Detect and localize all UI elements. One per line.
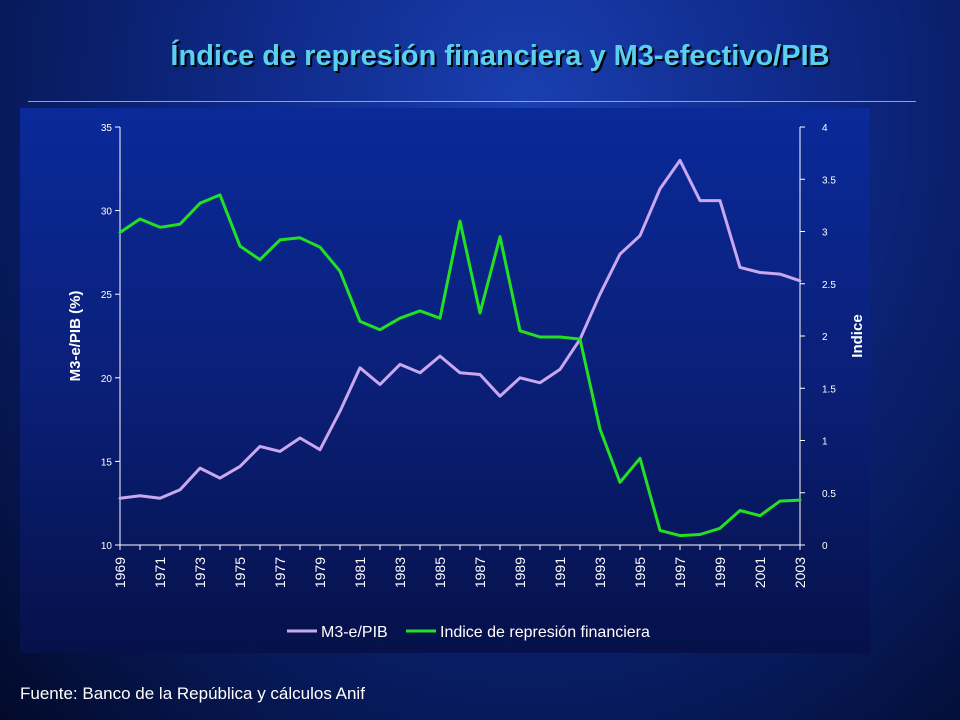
right-y-tick-label: 3.5 xyxy=(822,175,836,186)
x-tick-label: 1977 xyxy=(272,557,288,588)
chart-panel xyxy=(20,108,870,653)
x-tick-label: 1999 xyxy=(712,557,728,588)
left-y-tick-label: 30 xyxy=(101,207,113,218)
chart-lines xyxy=(118,158,802,538)
legend-item-indice-represion-label: Indice de represión financiera xyxy=(440,624,650,641)
x-tick-label: 1985 xyxy=(432,557,448,588)
x-tick-label: 1981 xyxy=(352,557,368,588)
x-tick-label: 1993 xyxy=(592,557,608,588)
x-tick-label: 1991 xyxy=(552,557,568,588)
x-tick-label: 2001 xyxy=(752,557,768,588)
chart-axes: 10 15 20 25 30 35 0 0.5 1 1.5 2 2.5 3 3.5 4 1969 1971 197… xyxy=(67,123,866,588)
right-y-tick-label: 4 xyxy=(822,123,828,134)
x-tick-label: 1969 xyxy=(112,557,128,588)
left-y-axis-title: M3-e/PIB (%) xyxy=(67,291,84,382)
x-tick-label: 2003 xyxy=(792,557,808,588)
x-tick-label: 1973 xyxy=(192,557,208,588)
right-y-tick-label: 0 xyxy=(822,541,828,552)
x-tick-label: 1979 xyxy=(312,557,328,588)
x-tick-label: 1971 xyxy=(152,557,168,588)
x-tick-label: 1987 xyxy=(472,557,488,588)
chart-legend: M3-e/PIB Indice de represión financiera xyxy=(287,624,650,641)
x-tick-label: 1989 xyxy=(512,557,528,588)
left-y-tick-label: 10 xyxy=(101,541,113,552)
series-line-m3-e-pib xyxy=(118,158,802,500)
x-tick-label: 1983 xyxy=(392,557,408,588)
right-y-tick-label: 1 xyxy=(822,437,828,448)
x-tick-label: 1975 xyxy=(232,557,248,588)
left-y-tick-label: 15 xyxy=(101,457,113,468)
right-y-tick-label: 0.5 xyxy=(822,489,836,500)
right-y-tick-label: 2 xyxy=(822,332,828,343)
left-y-tick-label: 35 xyxy=(101,123,113,134)
series-line-indice-represion xyxy=(118,193,802,538)
x-tick-label: 1995 xyxy=(632,557,648,588)
source-note: Fuente: Banco de la República y cálculos… xyxy=(20,684,365,703)
right-y-tick-label: 2.5 xyxy=(822,280,836,291)
right-y-tick-label: 3 xyxy=(822,228,828,239)
title-divider xyxy=(28,101,916,102)
left-y-tick-label: 25 xyxy=(101,290,113,301)
slide-title: Índice de represión financiera y M3-efec… xyxy=(170,40,830,72)
x-tick-label: 1997 xyxy=(672,557,688,588)
legend-item-m3-e-pib-label: M3-e/PIB xyxy=(321,624,388,641)
right-y-tick-label: 1.5 xyxy=(822,384,836,395)
left-y-tick-label: 20 xyxy=(101,374,113,385)
right-y-axis-title: Indice xyxy=(849,314,866,357)
